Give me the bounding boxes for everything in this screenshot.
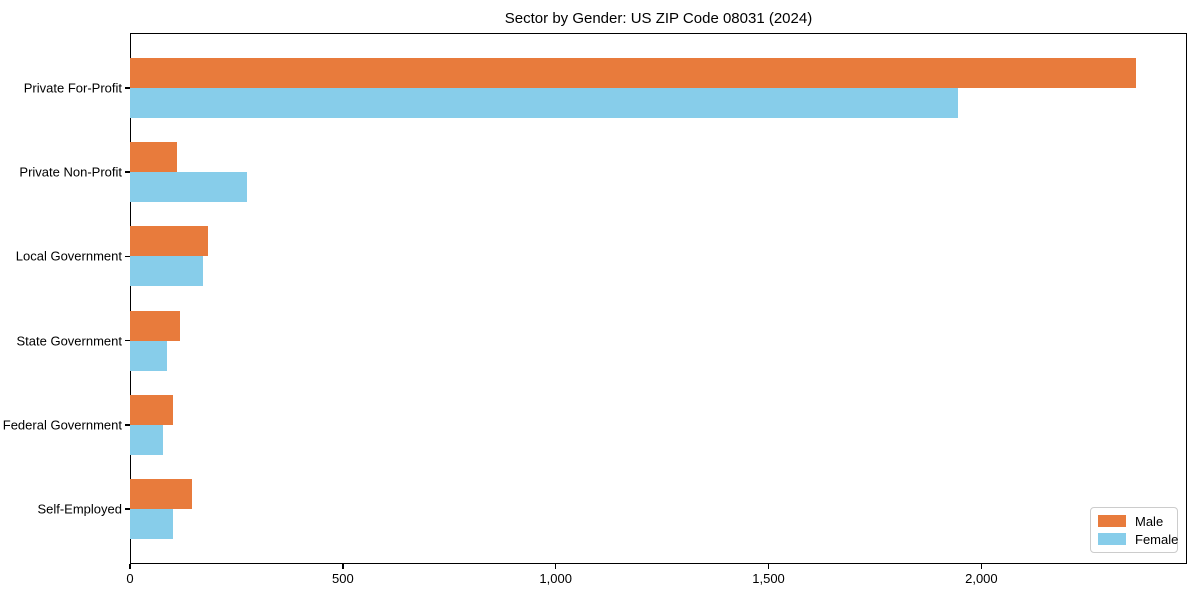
plot-area xyxy=(130,33,1187,564)
legend-entry-female: Female xyxy=(1098,531,1178,547)
bar-male-state-government xyxy=(130,310,181,341)
bar-female-self-employed xyxy=(130,509,174,539)
bar-male-private-non-profit xyxy=(130,142,178,173)
x-axis-tick-label: 0 xyxy=(126,571,134,586)
legend-swatch-male xyxy=(1098,515,1126,527)
legend-label-male: Male xyxy=(1135,513,1164,529)
y-axis-tick xyxy=(125,171,130,173)
y-axis-tick xyxy=(125,339,130,342)
x-axis-tick xyxy=(767,564,770,569)
chart-title: Sector by Gender: US ZIP Code 08031 (202… xyxy=(504,10,813,27)
y-axis-label-local-government: Local Government xyxy=(15,248,122,264)
legend-swatch-female xyxy=(1098,533,1126,545)
x-axis-tick-label: 500 xyxy=(331,571,354,586)
legend-entry-male: Male xyxy=(1098,513,1170,529)
bar-female-state-government xyxy=(130,340,167,371)
y-axis-tick xyxy=(125,508,130,510)
y-axis-label-state-government: State Government xyxy=(16,333,123,349)
y-axis-label-private-non-profit: Private Non-Profit xyxy=(19,164,122,180)
x-axis-tick xyxy=(129,564,131,569)
legend-label-female: Female xyxy=(1135,531,1179,547)
y-axis-tick xyxy=(125,424,130,426)
x-axis-tick xyxy=(980,564,983,569)
bar-female-local-government xyxy=(130,256,204,287)
y-axis-label-self-employed: Self-Employed xyxy=(37,501,122,517)
bar-female-private-non-profit xyxy=(130,172,248,203)
y-axis-tick xyxy=(125,255,130,258)
bar-male-private-for-profit xyxy=(130,58,1137,88)
bar-male-self-employed xyxy=(130,479,193,509)
legend: Male Female xyxy=(1090,507,1178,553)
x-axis-tick xyxy=(554,564,557,569)
y-axis-label-federal-government: Federal Government xyxy=(2,417,122,433)
y-axis-label-private-for-profit: Private For-Profit xyxy=(23,80,122,96)
bar-female-private-for-profit xyxy=(130,88,958,118)
bar-female-federal-government xyxy=(130,424,163,455)
bar-male-federal-government xyxy=(130,394,173,425)
x-axis-tick-label: 1,000 xyxy=(539,571,572,586)
x-axis-tick xyxy=(342,564,344,569)
x-axis-tick-label: 2,000 xyxy=(965,571,998,586)
x-axis-tick-label: 1,500 xyxy=(752,571,785,586)
bar-male-local-government xyxy=(130,226,208,257)
y-axis-tick xyxy=(125,87,130,89)
